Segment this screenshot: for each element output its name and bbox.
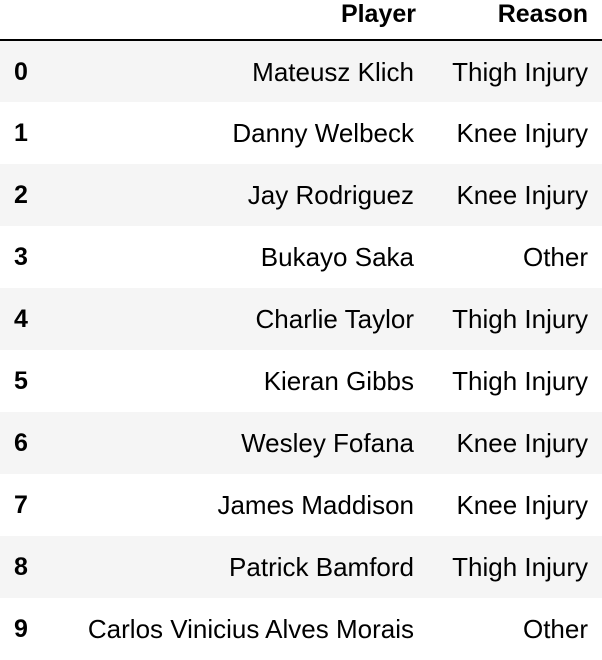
table-header: Player Reason xyxy=(0,0,602,41)
reason-cell: Other xyxy=(522,242,588,272)
row-index: 3 xyxy=(14,243,28,271)
player-cell: James Maddison xyxy=(217,490,414,520)
table-row: 9 Carlos Vinicius Alves Morais Other xyxy=(0,598,602,660)
table-row: 4 Charlie Taylor Thigh Injury xyxy=(0,288,602,350)
reason-cell: Knee Injury xyxy=(456,180,588,210)
reason-column-header: Reason xyxy=(430,0,602,41)
reason-cell: Knee Injury xyxy=(456,490,588,520)
table-body: 0 Mateusz Klich Thigh Injury 1 Danny Wel… xyxy=(0,40,602,660)
player-cell: Danny Welbeck xyxy=(232,118,414,148)
index-column-header xyxy=(0,0,60,41)
table-row: 1 Danny Welbeck Knee Injury xyxy=(0,102,602,164)
row-index: 1 xyxy=(14,119,28,147)
table-row: 8 Patrick Bamford Thigh Injury xyxy=(0,536,602,598)
reason-cell: Thigh Injury xyxy=(452,304,588,334)
row-index: 8 xyxy=(14,553,28,581)
reason-cell: Knee Injury xyxy=(456,428,588,458)
player-cell: Mateusz Klich xyxy=(252,56,414,87)
row-index: 6 xyxy=(14,429,28,457)
reason-cell: Thigh Injury xyxy=(452,552,588,582)
player-column-header: Player xyxy=(60,0,430,41)
table-row: 0 Mateusz Klich Thigh Injury xyxy=(0,40,602,102)
table-row: 7 James Maddison Knee Injury xyxy=(0,474,602,536)
player-cell: Carlos Vinicius Alves Morais xyxy=(87,614,414,644)
header-row: Player Reason xyxy=(0,0,602,41)
table-row: 2 Jay Rodriguez Knee Injury xyxy=(0,164,602,226)
player-cell: Wesley Fofana xyxy=(241,428,414,458)
row-index: 5 xyxy=(14,367,28,395)
reason-cell: Thigh Injury xyxy=(452,366,588,396)
table-row: 6 Wesley Fofana Knee Injury xyxy=(0,412,602,474)
reason-cell: Other xyxy=(522,614,588,644)
reason-cell: Knee Injury xyxy=(456,118,588,148)
row-index: 7 xyxy=(14,491,28,519)
reason-cell: Thigh Injury xyxy=(452,56,588,87)
player-cell: Kieran Gibbs xyxy=(263,366,414,396)
player-cell: Jay Rodriguez xyxy=(247,180,414,210)
row-index: 9 xyxy=(14,615,28,643)
table-row: 3 Bukayo Saka Other xyxy=(0,226,602,288)
row-index: 2 xyxy=(14,181,28,209)
player-cell: Bukayo Saka xyxy=(260,242,414,272)
table-row: 5 Kieran Gibbs Thigh Injury xyxy=(0,350,602,412)
player-cell: Patrick Bamford xyxy=(229,552,414,582)
row-index: 4 xyxy=(14,305,28,333)
player-cell: Charlie Taylor xyxy=(255,304,414,334)
row-index: 0 xyxy=(14,57,28,86)
